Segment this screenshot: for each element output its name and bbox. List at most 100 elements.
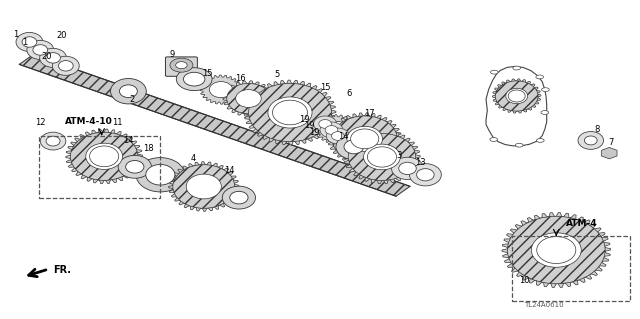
- Ellipse shape: [118, 155, 152, 178]
- Ellipse shape: [248, 83, 332, 142]
- Polygon shape: [169, 162, 239, 211]
- Text: 19: 19: [299, 115, 309, 124]
- Ellipse shape: [344, 140, 364, 154]
- Ellipse shape: [268, 97, 312, 128]
- Text: 20: 20: [57, 31, 67, 40]
- Text: 14: 14: [338, 132, 348, 141]
- Text: 3: 3: [397, 151, 402, 160]
- Polygon shape: [502, 212, 611, 287]
- Ellipse shape: [230, 191, 248, 204]
- Ellipse shape: [236, 90, 261, 108]
- Text: 12: 12: [35, 117, 45, 127]
- Ellipse shape: [27, 41, 54, 59]
- Text: 15: 15: [320, 83, 330, 92]
- Ellipse shape: [86, 143, 122, 169]
- Ellipse shape: [336, 134, 372, 160]
- Ellipse shape: [125, 160, 144, 173]
- Ellipse shape: [209, 82, 232, 98]
- Ellipse shape: [410, 164, 442, 186]
- Ellipse shape: [531, 233, 581, 267]
- Circle shape: [536, 138, 544, 142]
- Ellipse shape: [227, 83, 270, 114]
- Text: 9: 9: [169, 50, 175, 59]
- Ellipse shape: [325, 121, 348, 137]
- Ellipse shape: [508, 216, 605, 284]
- Ellipse shape: [537, 236, 576, 263]
- Text: 15: 15: [202, 69, 212, 78]
- Ellipse shape: [170, 58, 193, 72]
- Text: 2: 2: [129, 95, 134, 104]
- Circle shape: [515, 143, 523, 147]
- Polygon shape: [316, 115, 358, 144]
- Ellipse shape: [319, 120, 332, 128]
- Text: 18: 18: [143, 144, 154, 153]
- Ellipse shape: [173, 165, 235, 208]
- Ellipse shape: [508, 90, 525, 102]
- Circle shape: [490, 70, 498, 74]
- Ellipse shape: [351, 129, 379, 149]
- Ellipse shape: [314, 116, 337, 132]
- Ellipse shape: [392, 157, 424, 180]
- Circle shape: [513, 66, 520, 70]
- Ellipse shape: [16, 33, 43, 51]
- Ellipse shape: [58, 61, 73, 71]
- Polygon shape: [19, 55, 410, 196]
- Text: 14: 14: [123, 136, 134, 145]
- Ellipse shape: [22, 37, 37, 47]
- Text: 20: 20: [42, 52, 52, 61]
- Ellipse shape: [273, 100, 307, 125]
- Polygon shape: [344, 130, 420, 184]
- Polygon shape: [223, 81, 274, 116]
- Ellipse shape: [578, 131, 604, 149]
- Ellipse shape: [45, 53, 60, 63]
- Ellipse shape: [52, 56, 79, 75]
- Text: 6: 6: [347, 89, 352, 98]
- Ellipse shape: [347, 126, 383, 151]
- Ellipse shape: [332, 116, 397, 162]
- Text: 7: 7: [609, 138, 614, 147]
- Text: 13: 13: [415, 158, 426, 167]
- Ellipse shape: [70, 132, 138, 180]
- Ellipse shape: [332, 132, 344, 140]
- Ellipse shape: [495, 81, 538, 111]
- Polygon shape: [66, 129, 143, 184]
- Ellipse shape: [506, 88, 527, 104]
- Polygon shape: [200, 75, 242, 104]
- Ellipse shape: [40, 48, 67, 67]
- Text: ATM-4-10: ATM-4-10: [65, 117, 112, 126]
- Ellipse shape: [33, 45, 47, 55]
- Circle shape: [541, 111, 548, 115]
- Ellipse shape: [320, 122, 343, 138]
- Ellipse shape: [364, 144, 401, 170]
- Circle shape: [536, 75, 543, 79]
- FancyBboxPatch shape: [166, 57, 197, 76]
- Text: 19: 19: [309, 128, 319, 137]
- Polygon shape: [244, 80, 336, 145]
- Ellipse shape: [136, 158, 184, 192]
- Circle shape: [490, 137, 497, 141]
- Text: ATM-4: ATM-4: [566, 219, 598, 228]
- Text: 4: 4: [191, 154, 196, 163]
- Ellipse shape: [186, 174, 221, 199]
- Polygon shape: [328, 113, 402, 165]
- Text: 11: 11: [111, 117, 122, 127]
- Text: 19: 19: [304, 121, 314, 130]
- Text: 1: 1: [13, 30, 19, 39]
- Ellipse shape: [120, 85, 138, 98]
- Ellipse shape: [175, 62, 187, 69]
- Ellipse shape: [176, 68, 212, 91]
- Ellipse shape: [46, 136, 60, 146]
- Ellipse shape: [146, 165, 175, 185]
- Circle shape: [541, 88, 549, 92]
- Text: FR.: FR.: [53, 265, 71, 275]
- Ellipse shape: [40, 132, 66, 150]
- Ellipse shape: [367, 147, 397, 167]
- Ellipse shape: [111, 78, 147, 104]
- Text: 8: 8: [595, 124, 600, 134]
- Ellipse shape: [348, 133, 415, 181]
- Text: TL24A0610: TL24A0610: [524, 302, 564, 308]
- Ellipse shape: [399, 162, 416, 174]
- Text: 10: 10: [519, 276, 530, 285]
- Ellipse shape: [584, 136, 597, 145]
- Text: 14: 14: [224, 167, 235, 175]
